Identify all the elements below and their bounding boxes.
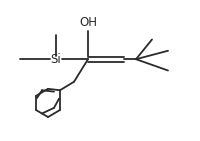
Text: Si: Si: [51, 53, 61, 66]
Text: OH: OH: [79, 16, 97, 29]
